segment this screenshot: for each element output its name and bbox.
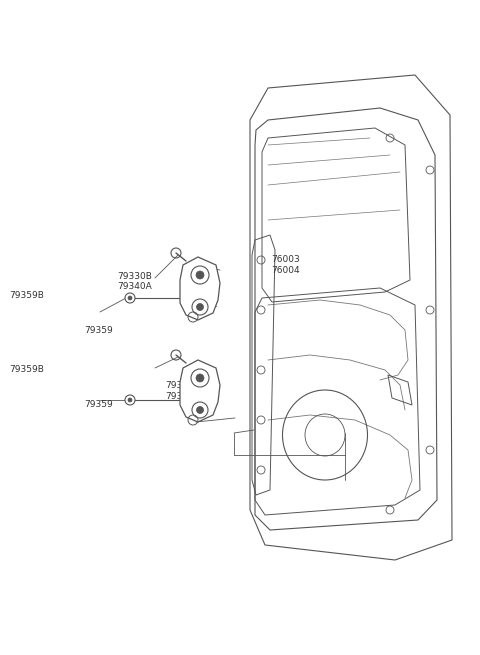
Circle shape: [125, 293, 135, 303]
Polygon shape: [180, 360, 220, 422]
Text: 76003
76004: 76003 76004: [271, 255, 300, 275]
Circle shape: [128, 398, 132, 402]
Text: 79359B: 79359B: [10, 291, 45, 301]
Text: 79359: 79359: [84, 326, 113, 335]
Polygon shape: [180, 257, 220, 320]
Text: 76111
76121: 76111 76121: [190, 290, 218, 309]
Circle shape: [128, 296, 132, 300]
Circle shape: [196, 407, 204, 413]
Text: 79359: 79359: [84, 400, 113, 409]
Circle shape: [196, 303, 204, 310]
Text: 79330B
79340A: 79330B 79340A: [118, 272, 153, 291]
Text: 79310C
79320B: 79310C 79320B: [166, 381, 201, 401]
Circle shape: [196, 271, 204, 279]
Circle shape: [196, 374, 204, 382]
Text: 79359B: 79359B: [10, 365, 45, 375]
Circle shape: [125, 395, 135, 405]
